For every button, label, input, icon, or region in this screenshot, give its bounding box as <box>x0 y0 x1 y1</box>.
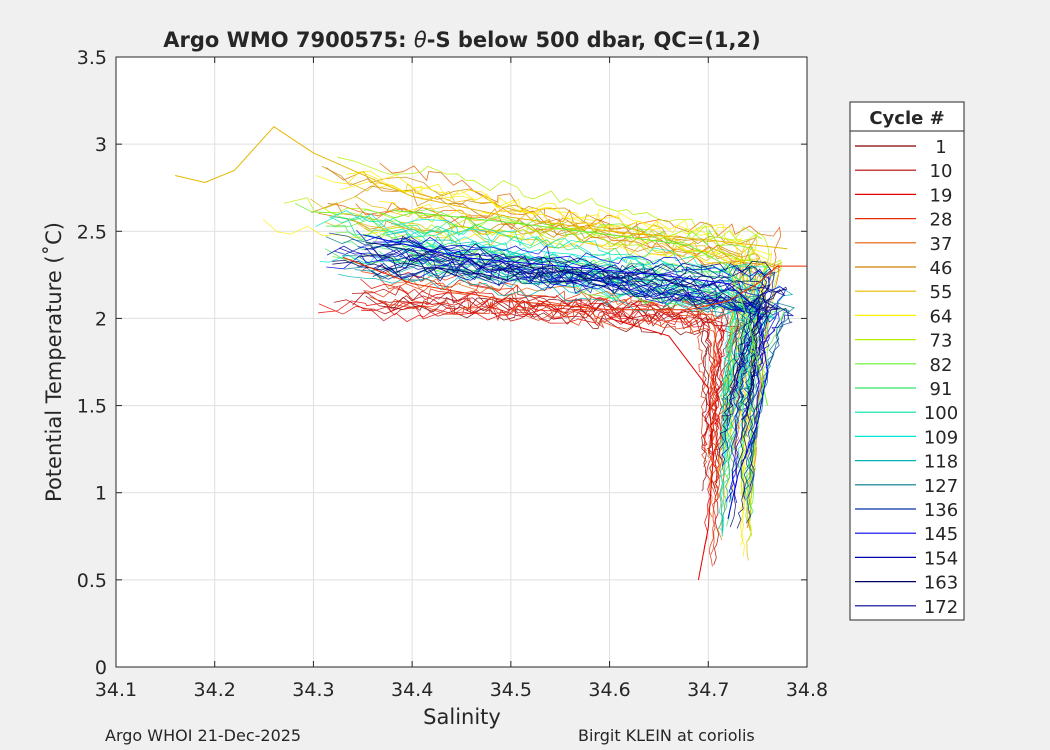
legend-item-label: 10 <box>930 161 953 182</box>
legend-item-label: 145 <box>924 524 958 545</box>
x-tick-label: 34.5 <box>490 679 532 701</box>
x-axis-label: Salinity <box>423 705 501 729</box>
profile-line <box>357 264 779 391</box>
profile-line <box>349 182 750 474</box>
legend-item-label: 28 <box>930 210 953 231</box>
profile-line <box>333 245 761 421</box>
x-tick-label: 34.1 <box>95 679 137 701</box>
legend-item-label: 136 <box>924 500 958 521</box>
profile-line <box>338 273 764 532</box>
legend-item-label: 46 <box>930 258 953 279</box>
profile-line <box>360 271 739 503</box>
legend-item-label: 154 <box>924 548 958 569</box>
y-tick-label: 3 <box>95 134 107 156</box>
legend-item-label: 127 <box>924 476 958 497</box>
legend-item-label: 73 <box>930 331 953 352</box>
y-tick-label: 2 <box>95 308 107 330</box>
legend-item-label: 163 <box>924 573 958 594</box>
x-axis-ticks: 34.1 34.2 34.3 34.4 34.5 34.6 34.7 34.8 <box>95 57 828 701</box>
profile-line <box>372 266 766 398</box>
profile-line <box>370 263 754 413</box>
footer-left: Argo WHOI 21-Dec-2025 <box>105 726 301 745</box>
x-tick-label: 34.4 <box>391 679 433 701</box>
series-line-deep-limb <box>609 317 714 580</box>
profile-line <box>356 229 771 406</box>
legend-item-label: 37 <box>930 234 953 255</box>
legend-item-label: 172 <box>924 597 958 618</box>
legend-item-label: 91 <box>930 379 953 400</box>
data-lines <box>175 126 807 580</box>
x-tick-label: 34.6 <box>588 679 630 701</box>
x-tick-label: 34.7 <box>687 679 729 701</box>
x-tick-label: 34.3 <box>292 679 334 701</box>
footer-right: Birgit KLEIN at coriolis <box>578 726 755 745</box>
y-tick-label: 3.5 <box>77 47 107 69</box>
profile-line <box>370 246 786 427</box>
x-tick-label: 34.2 <box>194 679 236 701</box>
profile-line <box>333 299 724 566</box>
legend-item-label: 64 <box>930 306 953 327</box>
plot-area <box>116 57 807 667</box>
profile-line <box>373 240 768 410</box>
x-tick-label: 34.8 <box>786 679 828 701</box>
series-line-early-profiles <box>342 256 807 311</box>
y-tick-label: 0 <box>95 657 107 679</box>
y-axis-label: Potential Temperature (˚C) <box>42 222 66 502</box>
legend-item-label: 1 <box>935 137 946 158</box>
legend-item-label: 100 <box>924 403 958 424</box>
legend-items: 1 10 19 28 37 46 55 64 73 82 91 100 109 118 127 136 145 1… <box>855 137 958 618</box>
profile-line <box>390 218 735 537</box>
axes-box <box>115 56 808 668</box>
series-line-late-profiles <box>362 234 769 520</box>
y-tick-label: 1 <box>95 483 107 505</box>
legend-item-label: 82 <box>930 355 953 376</box>
series-line-mid-profiles <box>392 209 768 406</box>
profile-line <box>360 254 780 528</box>
legend-item-label: 118 <box>924 452 958 473</box>
profile-line <box>380 262 737 567</box>
legend-item-label: 19 <box>930 185 953 206</box>
profile-line <box>369 296 719 555</box>
chart-title: Argo WMO 7900575: θ-S below 500 dbar, QC… <box>163 28 760 52</box>
profile-line <box>337 156 770 495</box>
profile-line <box>315 171 773 512</box>
profile-line <box>363 287 707 468</box>
legend: Cycle # 1 10 19 28 37 46 55 64 73 82 91 100 109 118 12… <box>849 101 965 621</box>
profile-line <box>374 262 759 411</box>
legend-title: Cycle # <box>869 108 944 129</box>
y-tick-label: 2.5 <box>77 221 107 243</box>
legend-item-label: 55 <box>930 282 953 303</box>
series-line-warm-branch <box>175 126 788 250</box>
y-tick-label: 1.5 <box>77 396 107 418</box>
legend-item-label: 109 <box>924 427 958 448</box>
y-tick-label: 0.5 <box>77 570 107 592</box>
y-axis-ticks: 0 0.5 1 1.5 2 2.5 3 3.5 <box>77 47 807 679</box>
